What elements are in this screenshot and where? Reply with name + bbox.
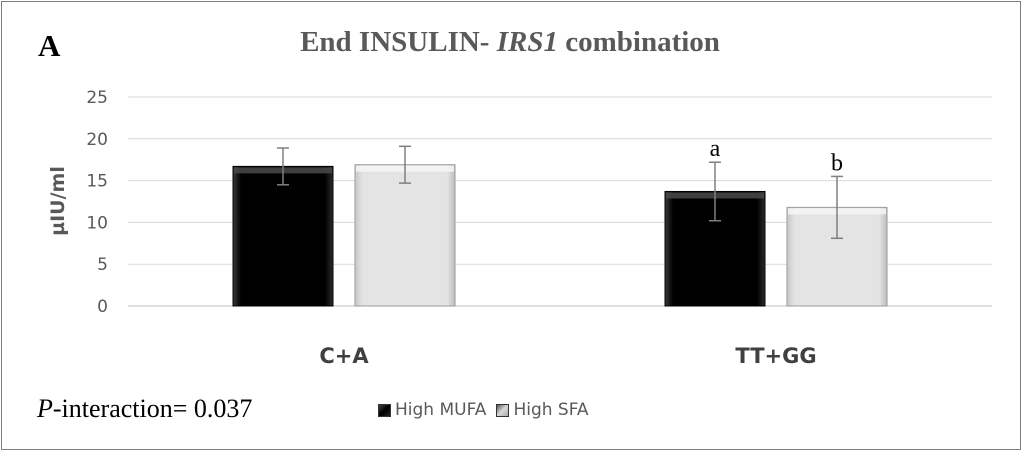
legend-item-high-mufa: High MUFA (378, 400, 486, 420)
x-category-label: C+A (319, 344, 369, 368)
y-tick-label: 15 (86, 172, 108, 192)
chart-title-gene: IRS1 (496, 26, 558, 58)
chart-title: End INSULIN- IRS1 combination (160, 26, 860, 59)
y-tick-label: 0 (97, 297, 108, 317)
p-symbol: P (37, 394, 53, 423)
legend-item-high-sfa: High SFA (496, 400, 589, 420)
significance-letter: b (831, 150, 843, 176)
bar-high-sfa-ca (354, 164, 456, 307)
legend-swatch-high-mufa (378, 403, 391, 417)
legend-swatch-high-sfa (496, 403, 510, 417)
legend: High MUFA High SFA (378, 400, 589, 420)
panel-letter: A (38, 28, 61, 63)
chart-title-suffix: combination (557, 26, 720, 58)
y-tick-label: 5 (97, 255, 108, 275)
x-category-label: TT+GG (735, 344, 816, 368)
chart-title-prefix: End INSULIN- (300, 26, 497, 58)
legend-label-high-sfa: High SFA (513, 400, 589, 420)
y-tick-label: 20 (86, 130, 108, 150)
y-tick-label: 10 (86, 213, 108, 233)
p-interaction-stat: P-interaction= 0.037 (37, 394, 252, 424)
significance-letter: a (710, 136, 721, 162)
bar-high-mufa-ca (232, 165, 334, 307)
p-interaction-text: -interaction= 0.037 (52, 394, 253, 423)
legend-label-high-mufa: High MUFA (395, 400, 487, 420)
y-tick-label: 25 (86, 88, 108, 108)
